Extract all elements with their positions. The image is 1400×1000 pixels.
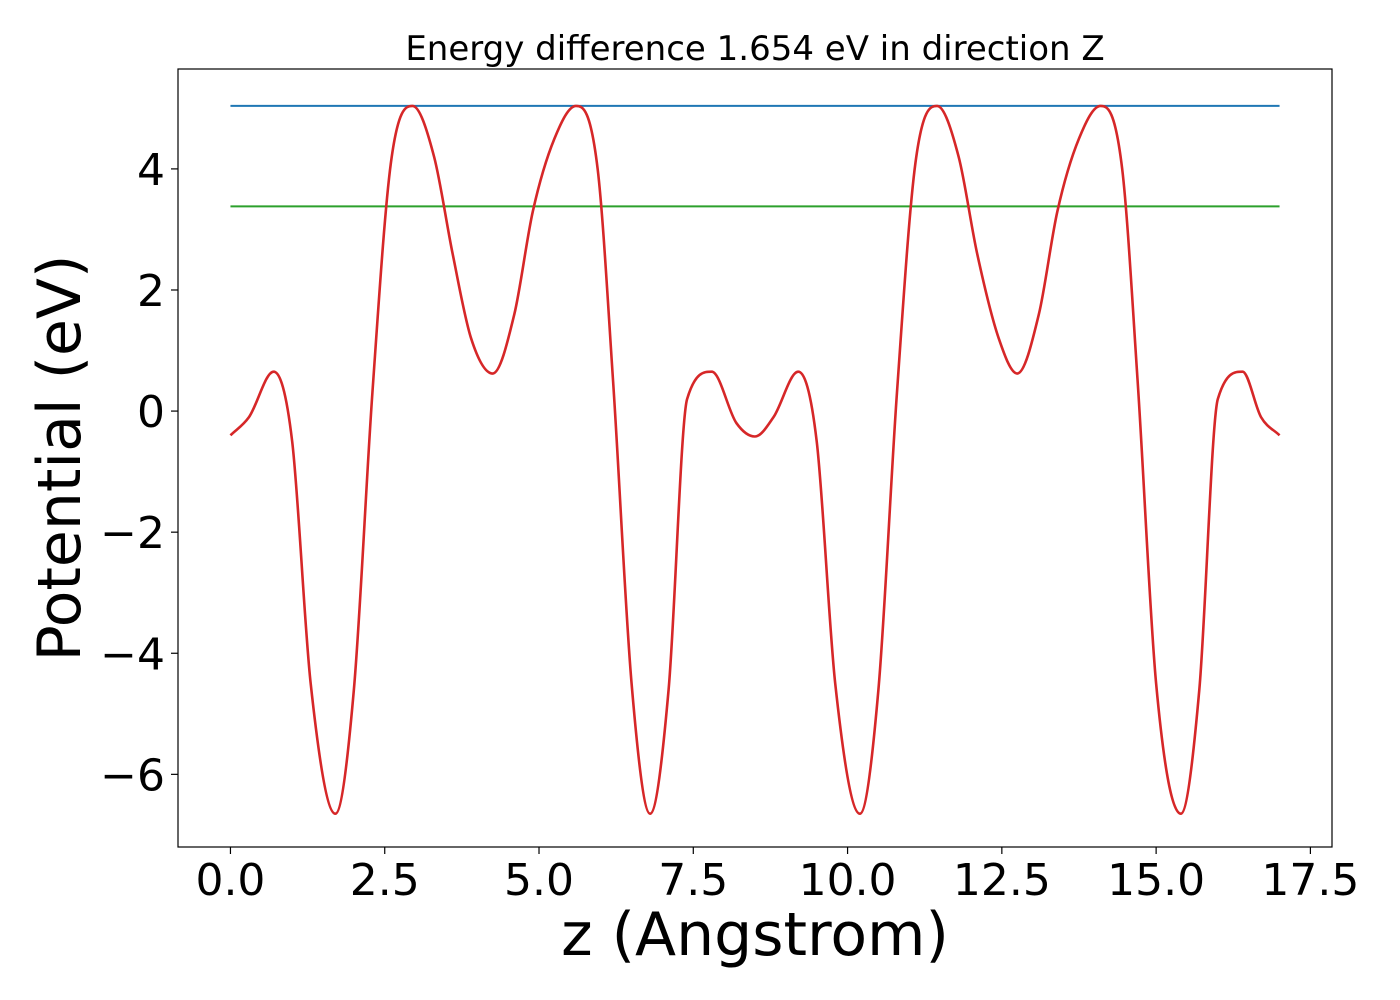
series-layer (229, 104, 1281, 815)
x-tick-label: 12.5 (953, 855, 1051, 906)
x-tick-label: 15.0 (1107, 855, 1205, 906)
y-tick-label: 0 (137, 387, 165, 438)
y-axis-ticks: −6 −4 −2 0 2 4 (100, 145, 178, 801)
y-tick-label: 4 (137, 145, 165, 196)
y-tick-label: 2 (137, 266, 165, 317)
chart-title: Energy difference 1.654 eV in direction … (405, 29, 1104, 69)
x-tick-label: 7.5 (658, 855, 728, 906)
x-tick-label: 5.0 (504, 855, 574, 906)
series-line-red (229, 104, 1281, 815)
x-axis-ticks: 0.0 2.5 5.0 7.5 10.0 12.5 15.0 17.5 (195, 847, 1359, 906)
y-axis-label: Potential (eV) (25, 255, 95, 662)
axes-frame (177, 68, 1333, 848)
y-tick-label: −2 (100, 508, 165, 559)
x-tick-label: 10.0 (799, 855, 897, 906)
y-tick-label: −6 (100, 750, 165, 801)
x-tick-label: 17.5 (1261, 855, 1359, 906)
y-tick-label: −4 (100, 629, 165, 680)
x-axis-label: z (Angstrom) (561, 900, 949, 970)
x-tick-label: 0.0 (195, 855, 265, 906)
plot-area (177, 68, 1333, 848)
x-tick-label: 2.5 (350, 855, 420, 906)
